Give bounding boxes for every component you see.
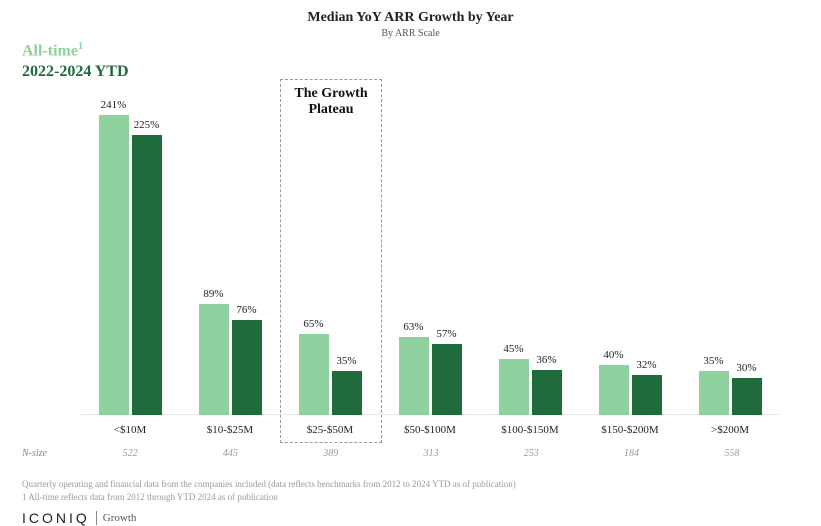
bar-series2: 57% xyxy=(432,344,462,415)
bar-group: 241%225% xyxy=(80,115,180,415)
chart-subtitle: By ARR Scale xyxy=(0,28,821,39)
bar-group: 40%32% xyxy=(580,115,680,415)
chart-title: Median YoY ARR Growth by Year xyxy=(0,10,821,26)
n-size-row: N-size 522445389313253184558 xyxy=(22,448,782,459)
bar-value-label: 63% xyxy=(403,321,423,333)
n-size-value: 184 xyxy=(581,448,681,459)
bar-pair: 241%225% xyxy=(80,115,180,415)
bar-value-label: 36% xyxy=(536,354,556,366)
bar-pair: 63%57% xyxy=(380,115,480,415)
bar-value-label: 35% xyxy=(703,355,723,367)
bar-value-label: 65% xyxy=(303,318,323,330)
bar-group: 45%36% xyxy=(480,115,580,415)
bar-pair: 40%32% xyxy=(580,115,680,415)
bar-series1: 241% xyxy=(99,115,129,415)
n-size-value: 445 xyxy=(180,448,280,459)
bar-group: 63%57% xyxy=(380,115,480,415)
chart-area: 241%225%89%76%65%35%63%57%45%36%40%32%35… xyxy=(80,115,780,415)
bar-value-label: 45% xyxy=(503,343,523,355)
category-label: $150-$200M xyxy=(580,424,680,436)
n-size-value: 253 xyxy=(481,448,581,459)
bar-group: 65%35% xyxy=(280,115,380,415)
legend-series2: 2022-2024 YTD xyxy=(22,62,129,83)
legend-series1-sup: 1 xyxy=(78,41,83,52)
bar-group: 35%30% xyxy=(680,115,780,415)
bar-pair: 45%36% xyxy=(480,115,580,415)
bar-value-label: 30% xyxy=(736,362,756,374)
logo: ICONIQ Growth xyxy=(22,510,136,526)
bar-series1: 89% xyxy=(199,304,229,415)
bar-group: 89%76% xyxy=(180,115,280,415)
n-size-values: 522445389313253184558 xyxy=(80,448,782,459)
n-size-value: 558 xyxy=(682,448,782,459)
n-size-value: 522 xyxy=(80,448,180,459)
category-label: >$200M xyxy=(680,424,780,436)
footnote-2: 1 All-time reflects data from 2012 throu… xyxy=(22,491,278,503)
footnote-1: Quarterly operating and financial data f… xyxy=(22,478,516,490)
n-size-label: N-size xyxy=(22,448,80,459)
bar-series2: 32% xyxy=(632,375,662,415)
category-label: $25-$50M xyxy=(280,424,380,436)
category-label: $10-$25M xyxy=(180,424,280,436)
bar-series1: 65% xyxy=(299,334,329,415)
bar-value-label: 225% xyxy=(134,119,160,131)
bar-pair: 89%76% xyxy=(180,115,280,415)
legend-series1-label: All-time xyxy=(22,42,78,59)
bar-series2: 35% xyxy=(332,371,362,415)
bar-series1: 40% xyxy=(599,365,629,415)
logo-separator xyxy=(96,511,97,525)
bar-pair: 35%30% xyxy=(680,115,780,415)
bar-series2: 30% xyxy=(732,378,762,415)
bar-value-label: 35% xyxy=(336,355,356,367)
n-size-value: 389 xyxy=(281,448,381,459)
category-label: <$10M xyxy=(80,424,180,436)
legend: All-time1 2022-2024 YTD xyxy=(22,40,129,83)
legend-series1: All-time1 xyxy=(22,40,129,62)
category-label: $100-$150M xyxy=(480,424,580,436)
category-label: $50-$100M xyxy=(380,424,480,436)
bar-value-label: 32% xyxy=(636,359,656,371)
logo-sub: Growth xyxy=(103,512,137,524)
bar-value-label: 57% xyxy=(436,328,456,340)
bar-series1: 63% xyxy=(399,337,429,415)
bar-value-label: 241% xyxy=(101,99,127,111)
n-size-value: 313 xyxy=(381,448,481,459)
bar-pair: 65%35% xyxy=(280,115,380,415)
bar-series2: 76% xyxy=(232,320,262,415)
bar-groups: 241%225%89%76%65%35%63%57%45%36%40%32%35… xyxy=(80,115,780,415)
bar-value-label: 89% xyxy=(203,288,223,300)
bar-series2: 225% xyxy=(132,135,162,415)
category-labels: <$10M$10-$25M$25-$50M$50-$100M$100-$150M… xyxy=(80,424,780,436)
bar-series2: 36% xyxy=(532,370,562,415)
bar-series1: 35% xyxy=(699,371,729,415)
bar-value-label: 76% xyxy=(236,304,256,316)
bar-series1: 45% xyxy=(499,359,529,415)
bar-value-label: 40% xyxy=(603,349,623,361)
logo-brand: ICONIQ xyxy=(22,510,90,526)
